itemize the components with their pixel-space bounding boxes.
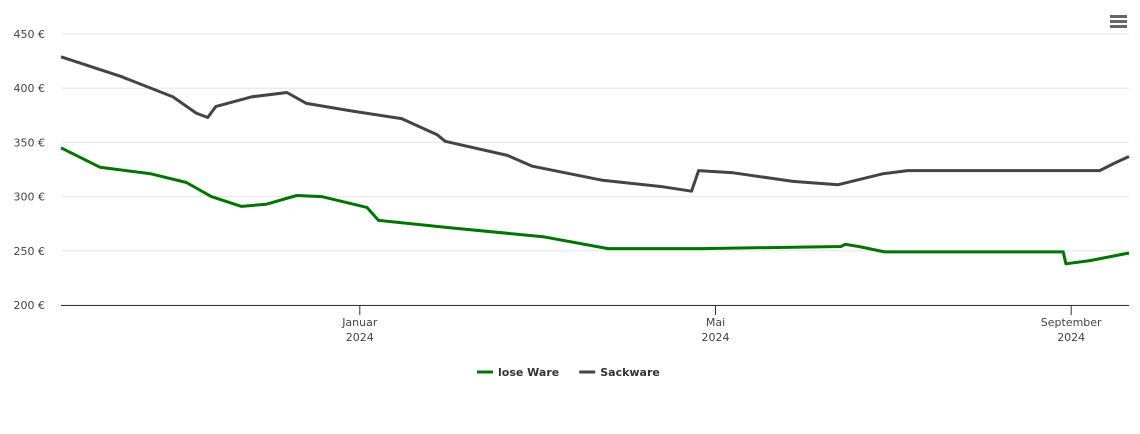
- legend-label: lose Ware: [498, 366, 559, 379]
- legend-item[interactable]: lose Ware: [477, 366, 559, 379]
- legend-item[interactable]: Sackware: [579, 366, 660, 379]
- y-tick-label: 400 €: [14, 82, 46, 95]
- series-line: [60, 55, 1130, 193]
- y-tick-label: 350 €: [14, 136, 46, 149]
- menu-icon[interactable]: [1110, 15, 1127, 28]
- y-tick-label: 450 €: [14, 28, 46, 41]
- y-tick-label: 200 €: [14, 299, 46, 312]
- menu-bar: [1110, 20, 1127, 23]
- series-line: [60, 146, 1130, 266]
- menu-bar: [1110, 15, 1127, 18]
- menu-bar: [1110, 25, 1127, 28]
- x-tick-label: September 2024: [1041, 316, 1102, 344]
- y-tick-label: 300 €: [14, 191, 46, 204]
- legend-label: Sackware: [600, 366, 660, 379]
- x-tick-label: Mai 2024: [701, 316, 729, 344]
- x-tick-label: Januar 2024: [341, 316, 378, 344]
- y-tick-label: 250 €: [14, 245, 46, 258]
